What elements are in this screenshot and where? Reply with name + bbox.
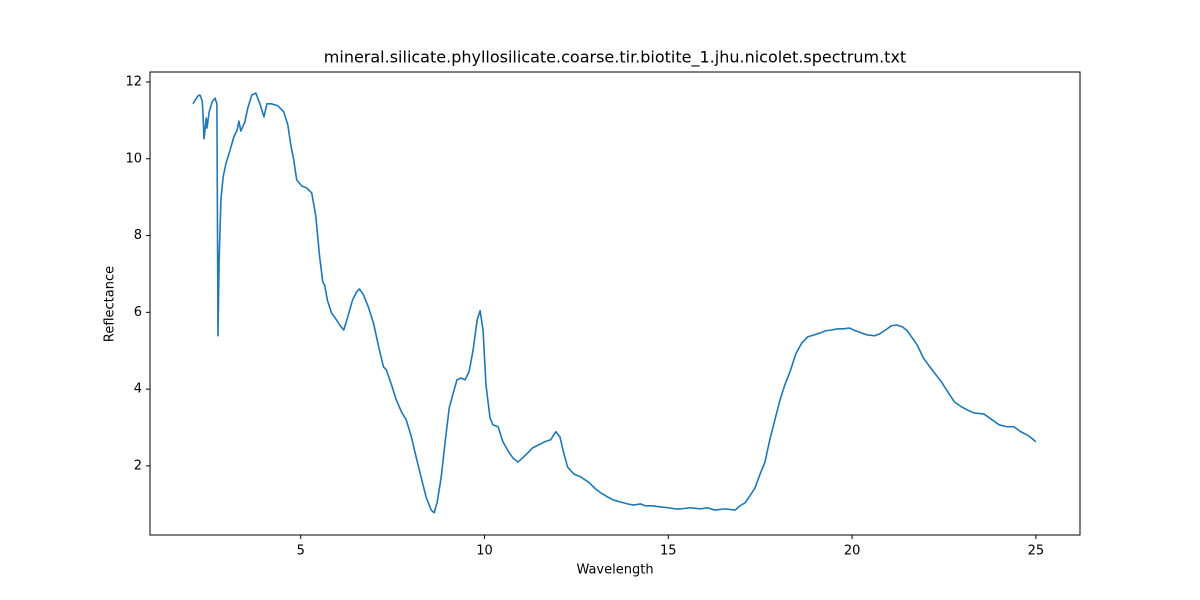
- y-tick-label: 6: [134, 305, 142, 320]
- x-tick-label: 25: [1028, 544, 1045, 559]
- y-tick-label: 4: [134, 382, 142, 397]
- y-tick-label: 8: [134, 228, 142, 243]
- y-tick-label: 10: [125, 151, 142, 166]
- chart-title: mineral.silicate.phyllosilicate.coarse.t…: [324, 48, 906, 68]
- y-tick-label: 12: [125, 74, 142, 89]
- y-axis-label: Reflectance: [103, 266, 118, 342]
- plot-frame: [149, 71, 1081, 536]
- x-axis-label: Wavelength: [576, 563, 653, 578]
- x-tick-label: 20: [844, 544, 861, 559]
- x-tick-label: 10: [476, 544, 493, 559]
- x-tick-label: 15: [660, 544, 677, 559]
- data-line: [192, 92, 1037, 514]
- x-tick-label: 5: [297, 544, 305, 559]
- y-tick-label: 2: [134, 458, 142, 473]
